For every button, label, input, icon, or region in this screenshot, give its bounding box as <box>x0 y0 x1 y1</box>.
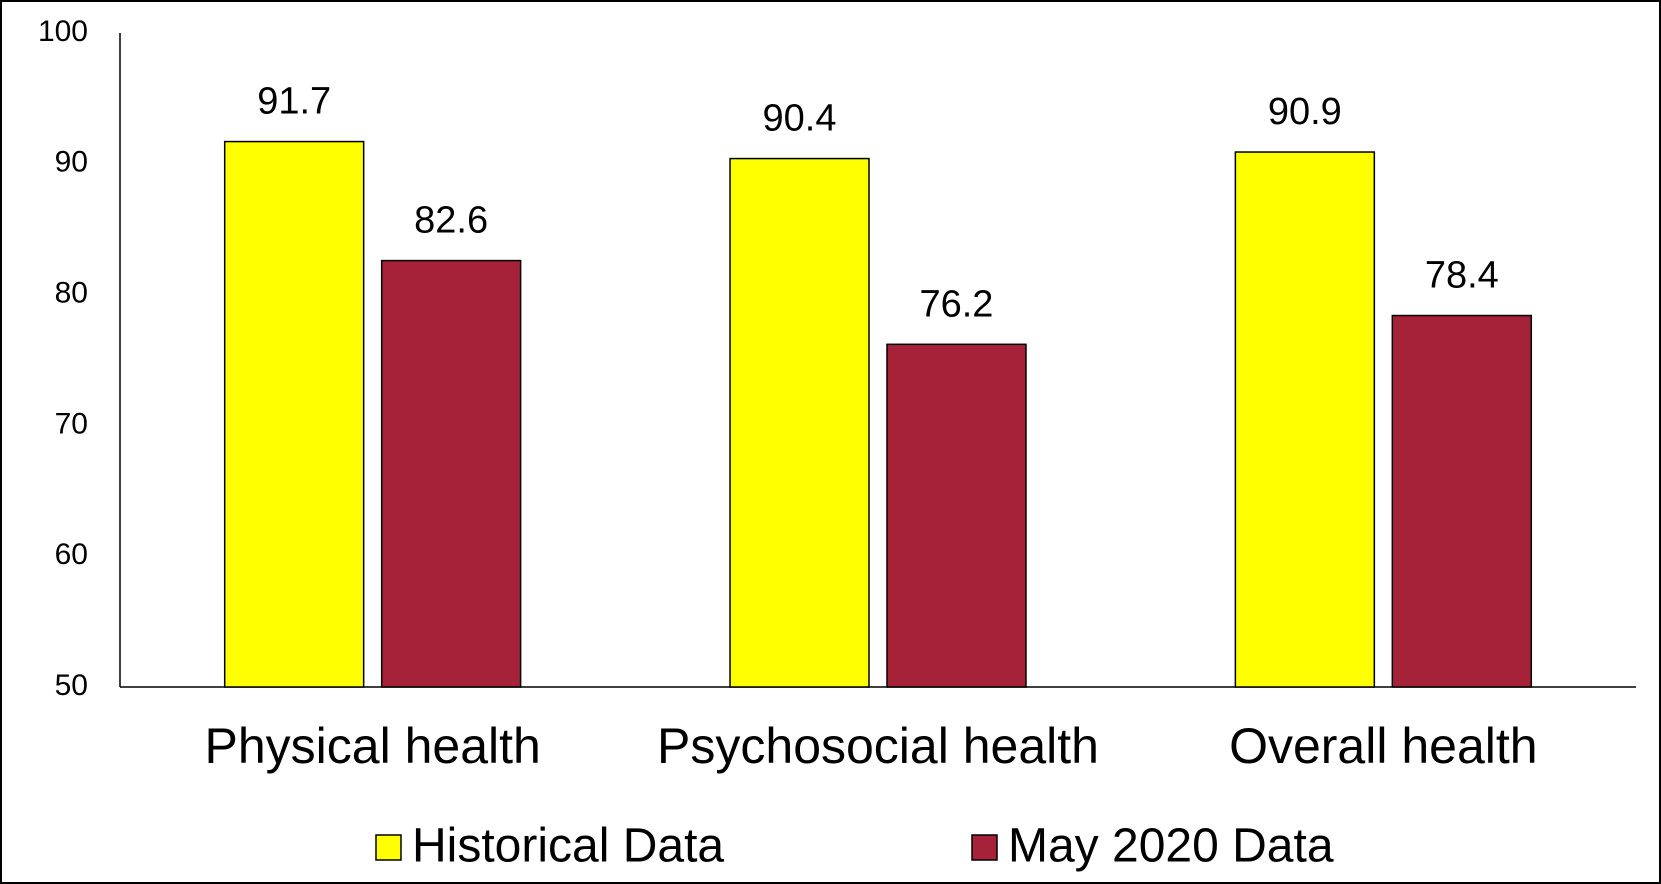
legend-label: Historical Data <box>412 820 724 873</box>
y-tick-label: 70 <box>55 407 88 440</box>
y-tick-label: 80 <box>55 277 88 310</box>
bar <box>380 259 522 688</box>
bar <box>886 343 1027 688</box>
bar <box>1391 314 1533 688</box>
x-tick-label: Psychosocial health <box>657 718 1099 774</box>
legend-swatch <box>971 834 998 861</box>
value-label: 78.4 <box>1425 255 1499 297</box>
value-label: 90.9 <box>1268 91 1342 133</box>
y-tick-label: 90 <box>55 146 88 179</box>
bar <box>729 157 870 688</box>
value-label: 76.2 <box>919 283 993 325</box>
x-tick-label: Overall health <box>1229 718 1538 774</box>
bar <box>223 140 365 688</box>
x-tick-label: Physical health <box>205 718 541 774</box>
legend-swatch <box>375 834 402 861</box>
value-label: 82.6 <box>414 200 488 242</box>
value-label: 90.4 <box>763 98 837 140</box>
y-tick-label: 100 <box>38 15 88 48</box>
y-tick-label: 60 <box>55 538 88 571</box>
legend-label: May 2020 Data <box>1008 820 1334 873</box>
bar <box>1234 151 1376 688</box>
y-tick-label: 50 <box>55 669 88 702</box>
value-label: 91.7 <box>257 81 331 123</box>
